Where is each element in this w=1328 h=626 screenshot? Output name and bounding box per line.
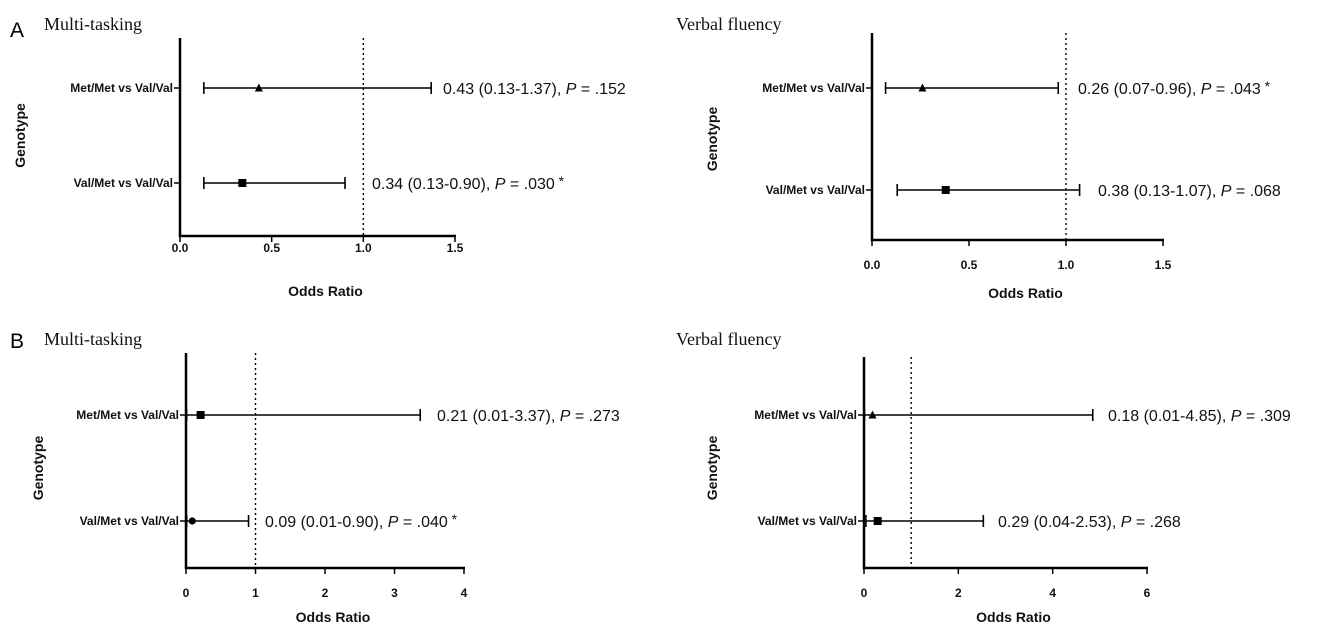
category-label: Val/Met vs Val/Val bbox=[74, 176, 173, 190]
x-tick-label: 3 bbox=[391, 586, 398, 600]
point-estimate-triangle bbox=[918, 83, 927, 92]
x-axis-title: Odds Ratio bbox=[988, 285, 1063, 301]
x-tick-label: 0 bbox=[183, 586, 190, 600]
x-tick-label: 2 bbox=[322, 586, 329, 600]
x-axis-title: Odds Ratio bbox=[976, 609, 1051, 625]
x-tick-label: 4 bbox=[461, 586, 468, 600]
forest-chart-1: Multi-tasking 0.0 0.5 1.0 1.5 Odds Ratio Genot… bbox=[12, 14, 626, 299]
estimate-annotation: 0.21 (0.01-3.37), P = .273 bbox=[437, 408, 620, 425]
x-tick-label: 2 bbox=[955, 586, 962, 600]
x-axis-title: Odds Ratio bbox=[288, 283, 363, 299]
x-tick-label: 1 bbox=[252, 586, 259, 600]
category-label: Met/Met vs Val/Val bbox=[762, 81, 865, 95]
x-tick-label: 0.5 bbox=[263, 241, 280, 255]
point-estimate-circle bbox=[188, 517, 196, 525]
category-label: Val/Met vs Val/Val bbox=[758, 514, 857, 528]
y-axis-title: Genotype bbox=[704, 436, 720, 501]
estimate-annotation: 0.18 (0.01-4.85), P = .309 bbox=[1108, 408, 1291, 425]
chart-title: Multi-tasking bbox=[44, 14, 142, 34]
category-label: Met/Met vs Val/Val bbox=[76, 408, 179, 422]
estimate-annotation: 0.29 (0.04-2.53), P = .268 bbox=[998, 514, 1181, 531]
point-estimate-square bbox=[941, 186, 950, 194]
x-axis-title: Odds Ratio bbox=[296, 609, 371, 625]
forest-chart-2: Verbal fluency 0.0 0.5 1.0 1.5 Odds Ratio Geno… bbox=[676, 14, 1281, 301]
x-tick-label: 1.5 bbox=[1155, 258, 1172, 272]
estimate-annotation: 0.43 (0.13-1.37), P = .152 bbox=[443, 81, 626, 98]
x-tick-label: 0.0 bbox=[864, 258, 881, 272]
category-label: Val/Met vs Val/Val bbox=[766, 183, 865, 197]
x-tick-label: 6 bbox=[1144, 586, 1151, 600]
forest-chart-3: Multi-tasking 0 1 2 3 4 Odds Ratio Genotype Met/… bbox=[30, 329, 620, 625]
point-estimate-triangle bbox=[868, 410, 877, 419]
forest-chart-4: Verbal fluency 0 2 4 6 Odds Ratio Genotype Met/… bbox=[676, 329, 1291, 625]
y-axis-title: Genotype bbox=[30, 436, 46, 501]
estimate-annotation: 0.09 (0.01-0.90), P = .040 * bbox=[265, 511, 458, 531]
x-tick-label: 4 bbox=[1049, 586, 1056, 600]
x-tick-label: 0.5 bbox=[961, 258, 978, 272]
y-axis-title: Genotype bbox=[704, 107, 720, 172]
charts-container: Multi-tasking 0.0 0.5 1.0 1.5 Odds Ratio Genot… bbox=[12, 14, 1291, 625]
point-estimate-square bbox=[196, 411, 205, 419]
x-tick-label: 1.0 bbox=[1058, 258, 1075, 272]
estimate-annotation: 0.38 (0.13-1.07), P = .068 bbox=[1098, 183, 1281, 200]
chart-title: Verbal fluency bbox=[676, 329, 781, 349]
chart-title: Multi-tasking bbox=[44, 329, 142, 349]
estimate-annotation: 0.26 (0.07-0.96), P = .043 * bbox=[1078, 78, 1271, 98]
x-tick-label: 0.0 bbox=[172, 241, 189, 255]
estimate-annotation: 0.34 (0.13-0.90), P = .030 * bbox=[372, 173, 565, 193]
point-estimate-triangle bbox=[254, 83, 263, 92]
x-tick-label: 1.5 bbox=[447, 241, 464, 255]
point-estimate-square bbox=[238, 179, 247, 187]
panel-letter-a: A bbox=[10, 19, 24, 42]
x-tick-label: 1.0 bbox=[355, 241, 372, 255]
chart-title: Verbal fluency bbox=[676, 14, 781, 34]
category-label: Met/Met vs Val/Val bbox=[70, 81, 173, 95]
x-tick-label: 0 bbox=[861, 586, 868, 600]
category-label: Val/Met vs Val/Val bbox=[80, 514, 179, 528]
category-label: Met/Met vs Val/Val bbox=[754, 408, 857, 422]
point-estimate-square bbox=[873, 517, 882, 525]
y-axis-title: Genotype bbox=[12, 103, 28, 168]
panel-letter-b: B bbox=[10, 330, 24, 353]
